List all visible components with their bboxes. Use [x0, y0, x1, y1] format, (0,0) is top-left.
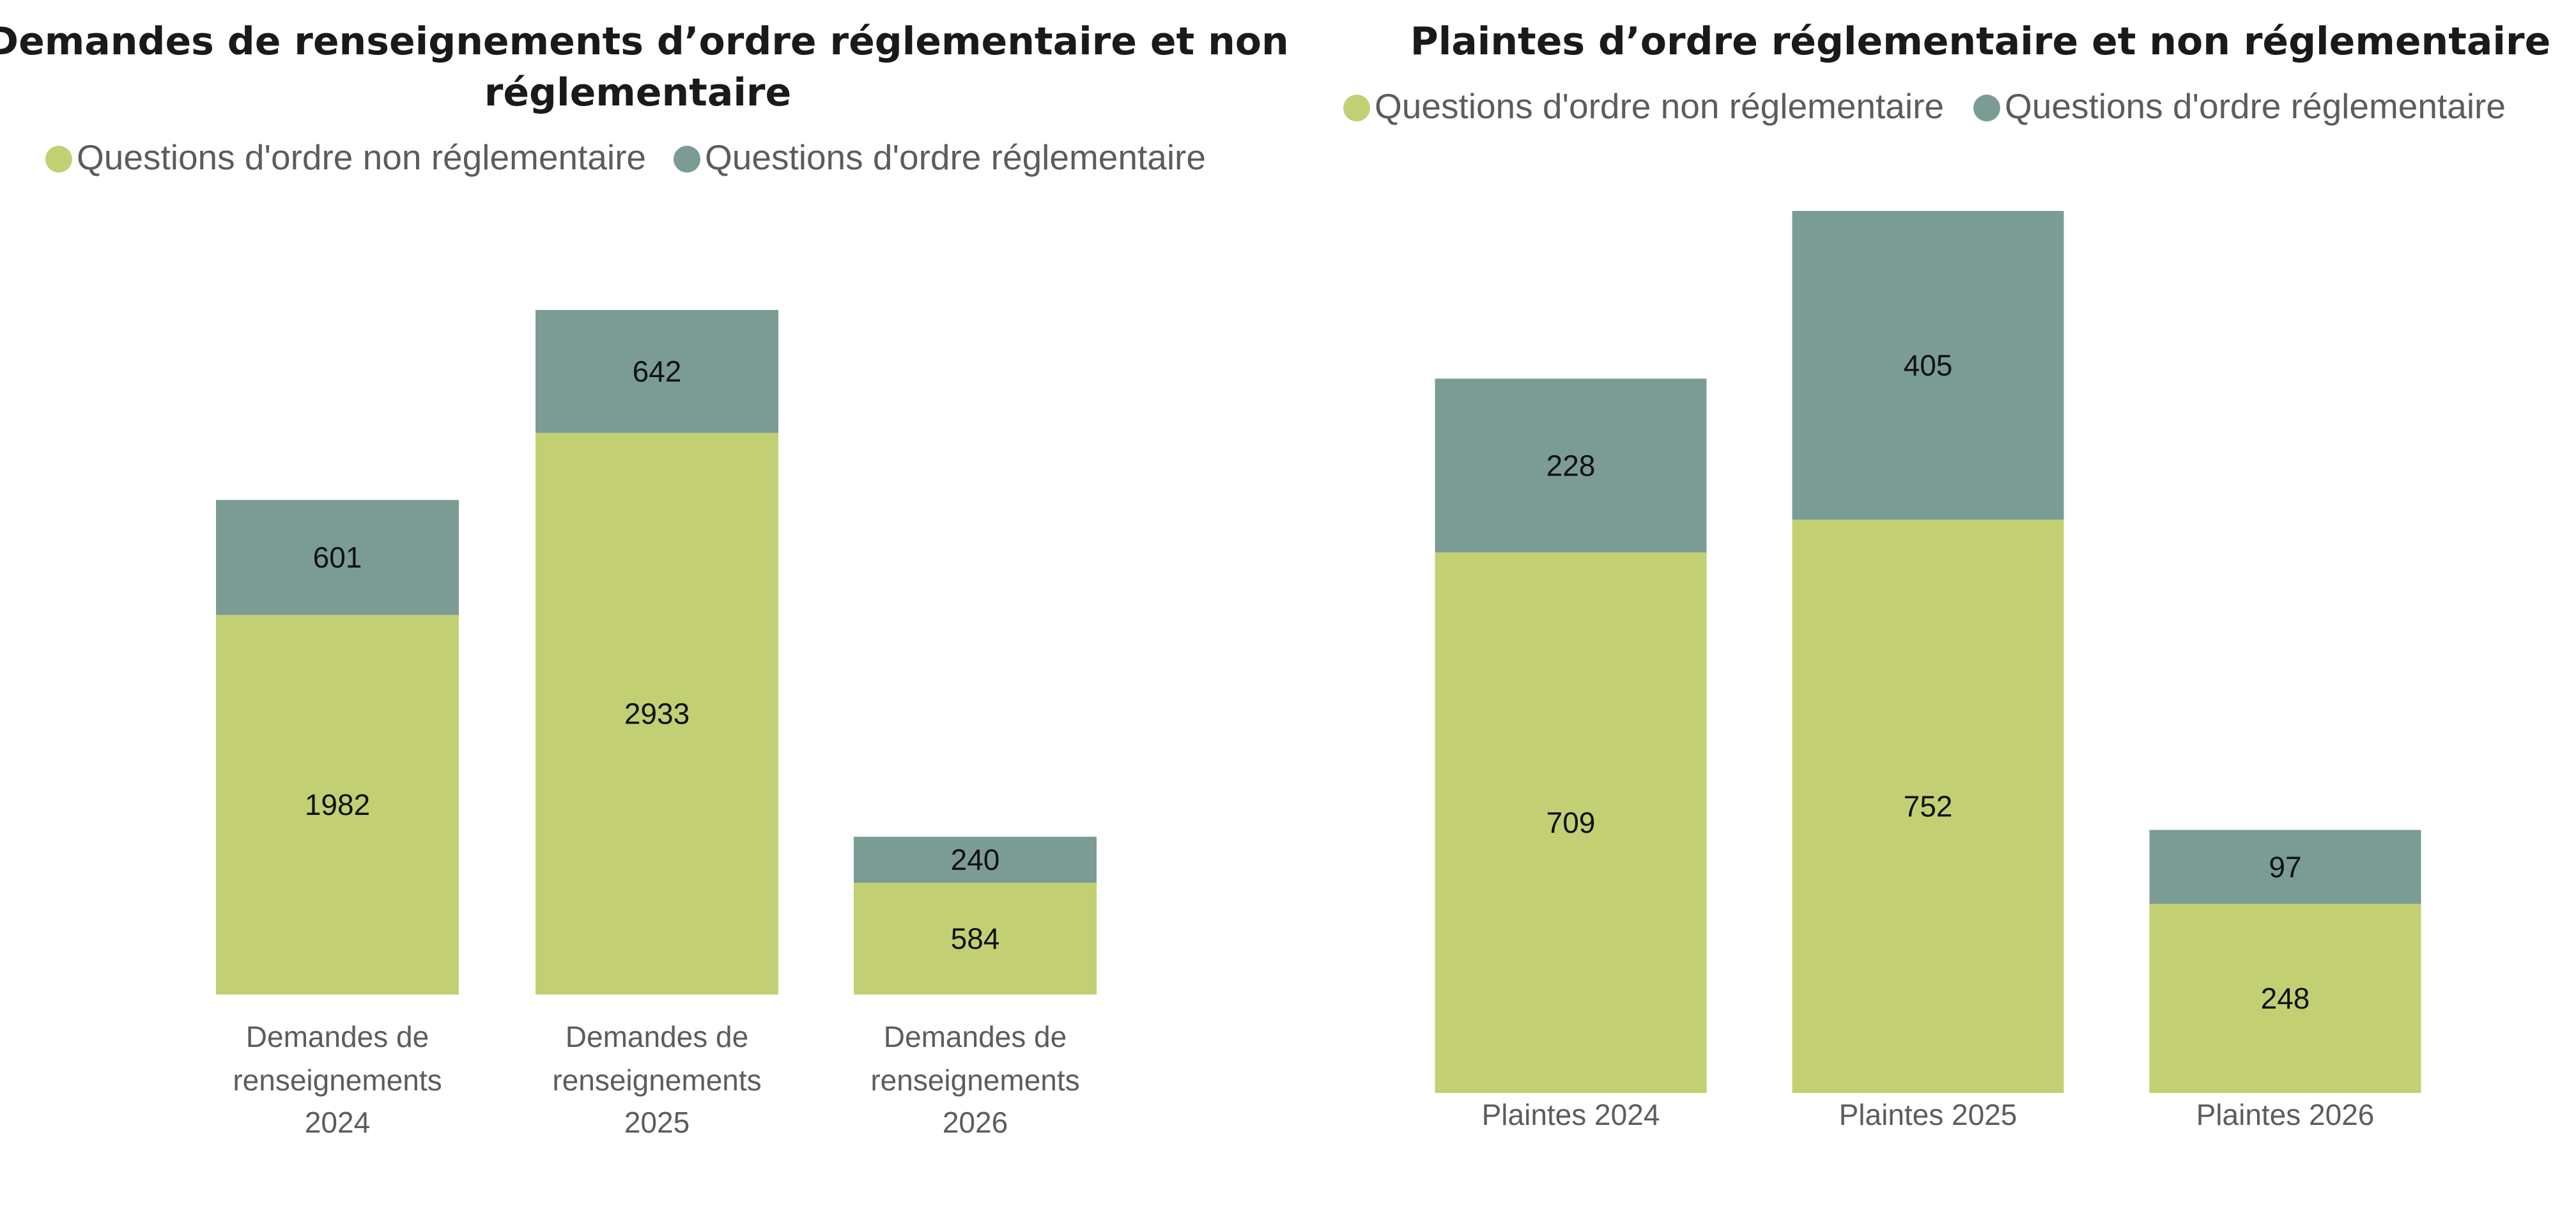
x-tick-label: renseignements: [552, 1064, 761, 1097]
x-tick-label: renseignements: [233, 1064, 442, 1097]
chart-title-line: réglementaire: [484, 70, 791, 115]
legend-marker: [1343, 95, 1370, 121]
x-tick-label: 2026: [943, 1106, 1008, 1139]
data-label: 642: [633, 355, 682, 388]
legend-marker: [1973, 95, 2000, 121]
data-label: 584: [951, 922, 1000, 956]
bar-segment: [1792, 211, 2064, 520]
x-tick-label: 2024: [305, 1106, 370, 1139]
bar-segment: [536, 433, 778, 995]
data-label: 2933: [624, 697, 690, 731]
chart-complaints: Plaintes d’ordre réglementaire et non ré…: [1343, 19, 2551, 1131]
legend-marker: [674, 146, 700, 173]
data-label: 601: [313, 541, 362, 574]
bar-segment: [1435, 378, 1707, 553]
bar-segment: [854, 883, 1097, 995]
data-label: 228: [1546, 449, 1596, 482]
legend-marker: [45, 146, 72, 173]
legend-label: Questions d'ordre réglementaire: [705, 137, 1206, 177]
x-tick-label: renseignements: [870, 1064, 1079, 1097]
legend-label: Questions d'ordre non réglementaire: [1375, 86, 1944, 126]
legend-label: Questions d'ordre non réglementaire: [77, 137, 646, 177]
x-tick-label: Plaintes 2024: [1482, 1098, 1660, 1131]
x-tick-label: Demandes de: [884, 1020, 1067, 1053]
x-tick-label: Demandes de: [566, 1020, 748, 1053]
data-label: 1982: [305, 788, 370, 821]
x-tick-label: Demandes de: [246, 1020, 429, 1053]
bar-segment: [1435, 552, 1707, 1093]
legend-label: Questions d'ordre réglementaire: [2005, 86, 2506, 126]
bar-segment: [2149, 904, 2421, 1093]
bar-segment: [216, 615, 459, 995]
data-label: 752: [1904, 790, 1953, 823]
x-tick-label: 2025: [624, 1106, 690, 1139]
bar-segment: [216, 500, 459, 616]
x-tick-label: Plaintes 2025: [1839, 1098, 2017, 1131]
chart-title-line: Demandes de renseignements d’ordre régle…: [0, 19, 1288, 64]
chart-inquiries: Demandes de renseignements d’ordre régle…: [0, 19, 1288, 1139]
data-label: 97: [2269, 850, 2301, 883]
x-tick-label: Plaintes 2026: [2196, 1098, 2375, 1131]
bar-segment: [1792, 520, 2064, 1093]
bar-segment: [536, 310, 778, 433]
data-label: 405: [1904, 349, 1953, 382]
data-label: 240: [951, 843, 1000, 876]
chart-title-line: Plaintes d’ordre réglementaire et non ré…: [1410, 19, 2551, 64]
data-label: 248: [2261, 982, 2310, 1015]
bar-segment: [2149, 830, 2421, 904]
data-label: 709: [1546, 806, 1596, 839]
bar-segment: [854, 837, 1097, 883]
